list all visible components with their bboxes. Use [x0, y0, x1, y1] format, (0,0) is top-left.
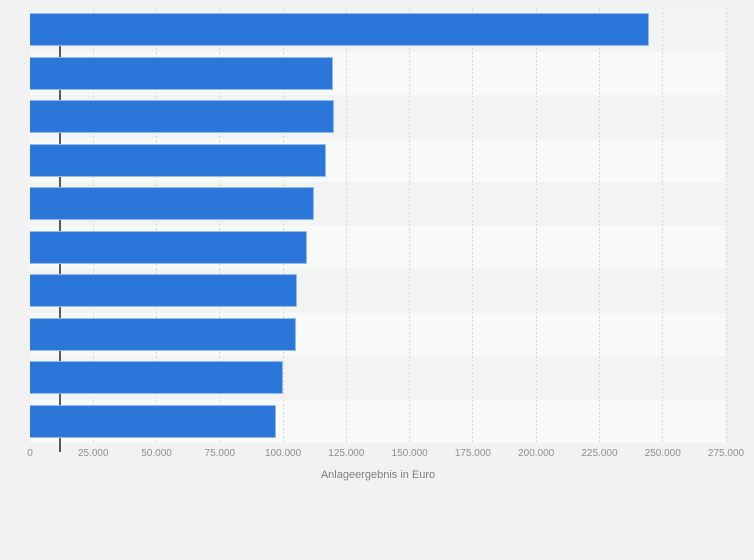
bar[interactable]	[30, 230, 307, 264]
gridline	[282, 8, 284, 443]
gridline	[725, 8, 727, 443]
gridline	[409, 8, 411, 443]
x-tick-label: 250.000	[644, 448, 681, 459]
bar[interactable]	[30, 56, 333, 90]
bar[interactable]	[30, 274, 297, 308]
x-tick-label: 25.000	[77, 448, 109, 459]
bar[interactable]	[30, 317, 296, 351]
gridline	[219, 8, 221, 443]
x-tick-label: 50.000	[141, 448, 172, 459]
x-tick-label: 75.000	[204, 448, 236, 459]
gridline	[535, 8, 537, 443]
bar[interactable]	[30, 143, 327, 177]
x-tick-label: 225.000	[581, 448, 618, 459]
gridline	[662, 8, 664, 443]
x-tick-label: 150.000	[391, 448, 428, 459]
bar[interactable]	[30, 13, 650, 47]
x-tick-label: 0	[27, 448, 33, 459]
bar[interactable]	[30, 404, 276, 438]
bar[interactable]	[30, 187, 315, 221]
x-tick-label: 125.000	[328, 448, 365, 459]
gridline	[92, 8, 94, 443]
bar[interactable]	[30, 361, 284, 395]
gridline	[472, 8, 474, 443]
plot-area	[30, 8, 727, 452]
x-tick-label: 175.000	[454, 448, 491, 459]
bar-chart: 0 25.000 50.000 75.000 100.000 125.000 150.000…	[27, 8, 745, 481]
x-tick-label: 200.000	[518, 448, 555, 459]
gridline	[598, 8, 600, 443]
x-tick-label: 275.000	[707, 448, 745, 459]
gridline	[156, 8, 158, 443]
gridline	[345, 8, 347, 443]
x-axis-title: Anlageergebnis in Euro	[320, 469, 436, 481]
bar[interactable]	[30, 100, 334, 134]
x-tick-label: 100.000	[265, 448, 302, 459]
